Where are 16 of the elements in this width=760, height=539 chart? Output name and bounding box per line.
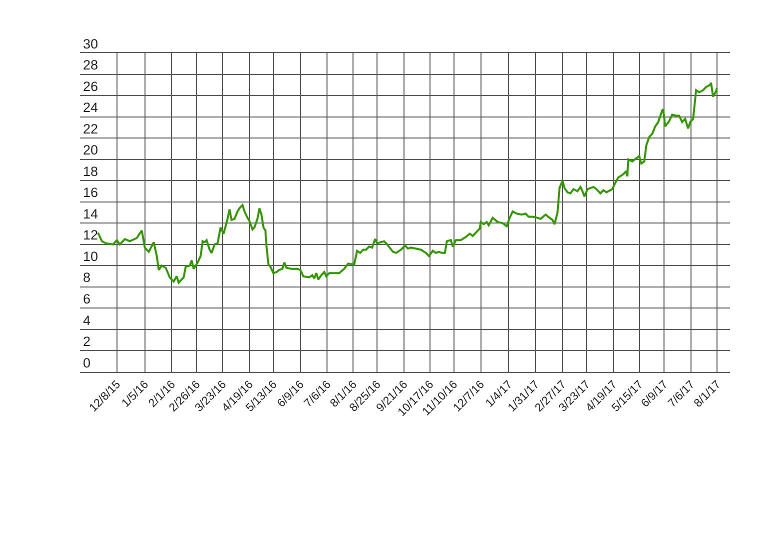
y-tick-label: 26: [83, 78, 98, 94]
y-tick-label: 6: [83, 291, 91, 306]
y-tick-label: 14: [83, 206, 99, 222]
y-tick-label: 18: [83, 164, 98, 179]
y-tick-label: 24: [83, 100, 99, 116]
y-tick-label: 16: [83, 185, 98, 200]
y-tick-label: 4: [83, 312, 91, 328]
y-tick-label: 0: [83, 355, 91, 370]
y-tick-label: 10: [83, 248, 98, 264]
y-tick-label: 20: [83, 142, 98, 158]
y-tick-label: 22: [83, 121, 98, 136]
y-tick-label: 12: [83, 228, 98, 243]
y-tick-label: 30: [83, 36, 98, 52]
y-tick-label: 2: [83, 334, 91, 350]
y-tick-label: 28: [83, 58, 98, 73]
y-tick-label: 8: [83, 270, 91, 286]
